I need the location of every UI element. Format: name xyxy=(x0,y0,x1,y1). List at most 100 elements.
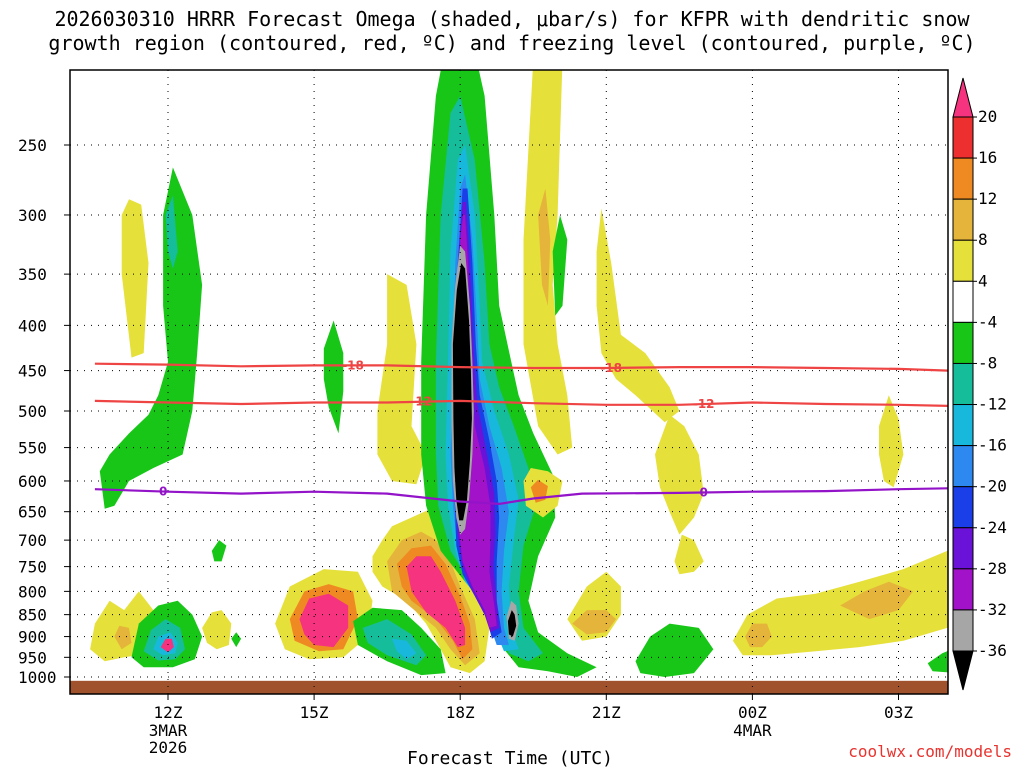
colorbar-swatch xyxy=(952,527,974,570)
x-tick-label: 15Z xyxy=(300,703,329,722)
colorbar-bottom-arrow xyxy=(952,650,974,691)
omega-region-12 xyxy=(323,320,344,434)
colorbar-label: -24 xyxy=(978,518,1007,537)
plot-frame xyxy=(69,69,949,695)
y-tick-label: 300 xyxy=(18,206,47,225)
colorbar-label: 20 xyxy=(978,107,997,126)
colorbar-swatch xyxy=(952,239,974,282)
omega-region-48 xyxy=(840,581,914,620)
omega-region-44 xyxy=(674,534,704,575)
y-tick-label: 550 xyxy=(18,439,47,458)
omega-region-13 xyxy=(377,274,427,485)
y-tick-label: 900 xyxy=(18,628,47,647)
x-tick-sublabel: 4MAR xyxy=(733,721,772,740)
chart-title-line-2: growth region (contoured, red, ºC) and f… xyxy=(48,31,975,55)
omega-region-34 xyxy=(507,610,517,637)
y-tick-label: 800 xyxy=(18,582,47,601)
colorbar-swatch xyxy=(952,568,974,611)
colorbar-swatch xyxy=(952,362,974,406)
omega-region-20 xyxy=(406,556,466,648)
omega-region-16 xyxy=(299,593,349,648)
colorbar-swatch xyxy=(952,486,974,529)
omega-region-0 xyxy=(121,199,149,358)
colorbar-label: 8 xyxy=(978,230,988,249)
colorbar-swatch xyxy=(952,280,974,323)
y-tick-label: 750 xyxy=(18,558,47,577)
y-tick-label: 450 xyxy=(18,362,47,381)
ground-layer xyxy=(70,680,948,694)
colorbar-swatch xyxy=(952,609,974,652)
temperature-contours: -18 -18 -12 -12 0 0 xyxy=(94,358,948,506)
colorbar-swatch xyxy=(952,198,974,241)
contour-label: 0 xyxy=(159,485,167,499)
ground-bar xyxy=(70,680,948,694)
colorbar-label: 12 xyxy=(978,189,997,208)
omega-region-9 xyxy=(160,638,174,653)
omega-region-10 xyxy=(211,540,227,562)
colorbar-swatch xyxy=(952,116,974,159)
omega-region-51 xyxy=(927,650,948,673)
x-tick-label: 21Z xyxy=(592,703,621,722)
omega-region-49 xyxy=(879,395,904,488)
x-tick-sublabel: 3MAR xyxy=(149,721,188,740)
credit-text: coolwx.com/models xyxy=(848,742,1012,761)
colorbar-label: -28 xyxy=(978,559,1007,578)
omega-region-23 xyxy=(392,638,417,660)
omega-region-3 xyxy=(202,610,232,650)
colorbar-label: -20 xyxy=(978,477,1007,496)
y-tick-label: 400 xyxy=(18,316,47,335)
y-tick-label: 700 xyxy=(18,531,47,550)
omega-region-46 xyxy=(732,550,948,656)
colorbar-swatch xyxy=(952,157,974,200)
omega-region-47 xyxy=(745,623,772,648)
y-tick-label: 950 xyxy=(18,648,47,667)
colorbar: 20 16 12 8 4 -4 -8 -12 -16 -20 -24 -28 -32 -36 xyxy=(952,77,1007,691)
colorbar-label: -16 xyxy=(978,436,1007,455)
chart-title-line-1: 2026030310 HRRR Forecast Omega (shaded, … xyxy=(54,7,970,31)
contour-label: 0 xyxy=(700,486,708,500)
contour-label: -18 xyxy=(342,358,364,372)
omega-region-41 xyxy=(572,610,616,635)
contour-label: -18 xyxy=(600,361,622,375)
y-tick-label: 650 xyxy=(18,503,47,522)
y-axis: 250 300 350 400 450 500 550 600 650 700 750 800 850 9… xyxy=(18,136,70,687)
omega-region-37 xyxy=(552,215,568,316)
plot-area: -18 -18 -12 -12 0 0 xyxy=(69,69,949,695)
contour-line--18 xyxy=(94,362,948,372)
omega-region-43 xyxy=(655,414,704,535)
colorbar-label: -36 xyxy=(978,641,1007,660)
y-tick-label: 250 xyxy=(18,136,47,155)
x-tick-label: 03Z xyxy=(884,703,913,722)
omega-region-36 xyxy=(538,188,551,306)
omega-region-2 xyxy=(114,625,132,650)
y-tick-label: 500 xyxy=(18,402,47,421)
x-tick-label: 00Z xyxy=(738,703,767,722)
colorbar-label: -32 xyxy=(978,600,1007,619)
y-tick-label: 600 xyxy=(18,472,47,491)
contour-label: -12 xyxy=(410,395,432,409)
colorbar-label: 4 xyxy=(978,271,988,290)
y-tick-label: 1000 xyxy=(18,668,57,687)
colorbar-label: -12 xyxy=(978,395,1007,414)
x-tick-label: 18Z xyxy=(446,703,475,722)
x-tick-label: 12Z xyxy=(154,703,183,722)
x-tick-sublabel: 2026 xyxy=(149,738,188,757)
colorbar-label: -4 xyxy=(978,312,997,331)
x-axis-title: Forecast Time (UTC) xyxy=(407,748,613,768)
colorbar-label: -8 xyxy=(978,353,997,372)
omega-shading xyxy=(90,70,948,677)
y-tick-label: 350 xyxy=(18,265,47,284)
contour-label: -12 xyxy=(693,397,715,411)
contour-line-0 xyxy=(94,487,948,506)
omega-region-5 xyxy=(165,195,178,269)
y-tick-label: 850 xyxy=(18,606,47,625)
omega-region-32 xyxy=(452,263,472,521)
colorbar-swatch xyxy=(952,404,974,447)
colorbar-swatch xyxy=(952,321,974,364)
omega-region-11 xyxy=(231,632,242,648)
contour-line--12 xyxy=(94,399,948,407)
colorbar-label: 16 xyxy=(978,148,997,167)
colorbar-swatch xyxy=(952,445,974,488)
